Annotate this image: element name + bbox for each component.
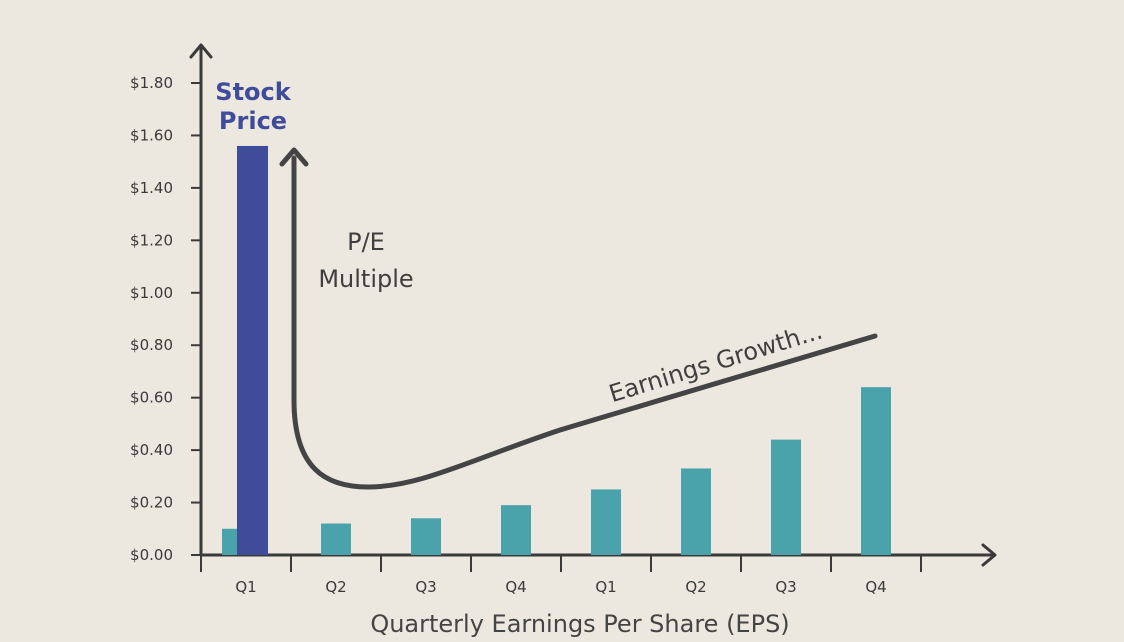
y-tick-label: $0.20 — [130, 494, 173, 512]
x-axis-title: Quarterly Earnings Per Share (EPS) — [370, 610, 789, 638]
eps-bar — [321, 523, 351, 555]
x-tick-label: Q1 — [595, 578, 616, 596]
stock-price-label-line1: Stock — [215, 78, 291, 106]
pe-multiple-curve — [291, 155, 878, 490]
pe-curve-group — [279, 147, 878, 490]
y-tick-label: $1.60 — [130, 126, 173, 144]
y-tick-label: $1.40 — [130, 179, 173, 197]
bars-group — [222, 145, 891, 555]
y-tick-label: $1.00 — [130, 284, 173, 302]
eps-bar — [771, 439, 801, 555]
y-tick-label: $1.20 — [130, 231, 173, 249]
pe-curve-arrowhead — [279, 147, 309, 167]
eps-bar — [591, 489, 621, 555]
eps-bar — [501, 505, 531, 555]
x-axis-arrowhead — [981, 543, 997, 567]
y-axis-ticks: $0.00 $0.20 $0.40 $0.60 $0.80 $1.00 $1.20 $1.40… — [130, 74, 201, 564]
pe-multiple-label-line1: P/E — [347, 228, 385, 256]
y-tick-label: $1.80 — [130, 74, 173, 92]
y-tick-label: $0.80 — [130, 336, 173, 354]
eps-bar — [861, 387, 891, 555]
x-tick-label: Q4 — [505, 578, 526, 596]
x-tick-label: Q2 — [685, 578, 706, 596]
x-tick-label: Q3 — [775, 578, 796, 596]
stock-price-bar — [237, 145, 268, 555]
x-tick-label: Q3 — [415, 578, 436, 596]
stock-price-label-line2: Price — [219, 107, 287, 135]
eps-bar — [681, 468, 711, 555]
y-tick-label: $0.40 — [130, 441, 173, 459]
x-tick-label: Q2 — [325, 578, 346, 596]
x-tick-label: Q1 — [235, 578, 256, 596]
x-tick-label: Q4 — [865, 578, 886, 596]
pe-multiple-label-line2: Multiple — [318, 265, 413, 293]
y-axis-arrowhead — [189, 43, 213, 59]
x-axis-ticks: Q1 Q2 Q3 Q4 Q1 Q2 Q3 Q4 — [200, 555, 922, 596]
y-tick-label: $0.60 — [130, 389, 173, 407]
y-tick-label: $0.00 — [130, 546, 173, 564]
eps-bar — [411, 518, 441, 555]
